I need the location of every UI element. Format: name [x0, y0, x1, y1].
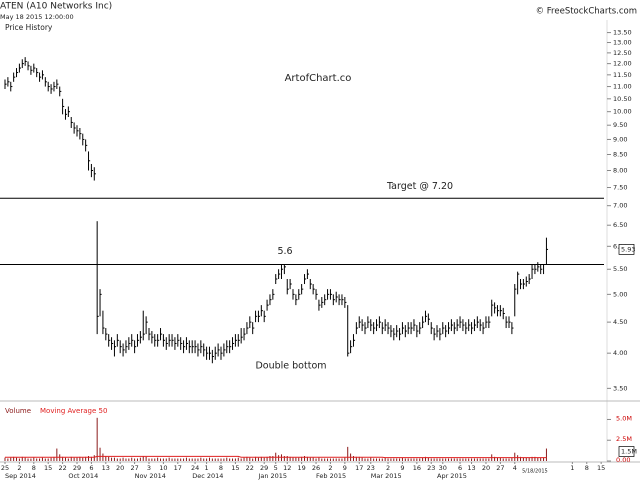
volume-tick-label: 5.0M [616, 414, 632, 422]
x-tick-label: 10 [159, 464, 167, 472]
x-tick-label: 23 [427, 464, 435, 472]
y-tick-label: 4.50 [613, 318, 627, 326]
month-label: Sep 2014 [5, 472, 36, 480]
x-tick-label: 8 [32, 464, 36, 472]
x-tick-label: 17 [174, 464, 182, 472]
y-tick-label: 5.50 [613, 265, 627, 273]
last-price-box [618, 244, 635, 255]
x-tick-label: 9 [343, 464, 347, 472]
y-tick-label: 9.00 [613, 135, 627, 143]
month-label: Apr 2015 [437, 472, 467, 480]
x-tick-label: 16 [413, 464, 421, 472]
y-tick-label: 4.00 [613, 349, 627, 357]
x-tick-label: 9 [400, 464, 404, 472]
source: © FreeStockCharts.com [536, 7, 637, 17]
x-tick-label: 8 [219, 464, 223, 472]
x-tick-label: 17 [355, 464, 363, 472]
last-price-label: 5.93 [621, 245, 635, 253]
x-tick-label: 2 [17, 464, 21, 472]
x-tick-label: 2 [386, 464, 390, 472]
y-tick-label: 10.50 [613, 95, 632, 103]
x-tick-label: 23 [367, 464, 375, 472]
x-tick-label: 26 [312, 464, 320, 472]
month-label: Dec 2014 [192, 472, 223, 480]
x-tick-label: 15 [597, 464, 605, 472]
x-tick-label: 13 [102, 464, 110, 472]
y-tick-label: 13.00 [613, 39, 632, 47]
y-tick-label: 8.00 [613, 166, 627, 174]
x-tick-label: 13 [467, 464, 475, 472]
y-tick-label: 9.50 [613, 121, 627, 129]
x-tick-label: 12 [283, 464, 291, 472]
x-tick-label: 19 [297, 464, 305, 472]
volume-tick-label: 0.00 [616, 456, 630, 464]
x-tick-label: 29 [260, 464, 268, 472]
y-tick-label: 10.00 [613, 108, 632, 116]
x-tick-label: 5 [274, 464, 278, 472]
x-tick-label: 8 [585, 464, 589, 472]
x-tick-label: 30 [439, 464, 447, 472]
x-tick-label: 22 [58, 464, 66, 472]
x-tick-label: 6 [458, 464, 462, 472]
month-label: Mar 2015 [371, 472, 402, 480]
volume-tick-label: 2.5M [616, 435, 632, 443]
x-tick-label: 20 [482, 464, 490, 472]
x-tick-label: 3 [147, 464, 151, 472]
x-tick-label: 22 [246, 464, 254, 472]
ma-legend: Moving Average 50 [40, 407, 107, 415]
annotation-label: Target @ 7.20 [386, 181, 453, 192]
x-tick-label: 20 [116, 464, 124, 472]
x-tick-label: 24 [191, 464, 199, 472]
y-tick-label: 8.50 [613, 151, 627, 159]
x-tick-label: 2 [328, 464, 332, 472]
x-tick-label: 4 [513, 464, 517, 472]
annotation-label: Double bottom [255, 361, 326, 372]
y-tick-label: 3.50 [613, 384, 627, 392]
x-tick-label: 15 [44, 464, 52, 472]
y-tick-label: 7.00 [613, 202, 627, 210]
x-tick-label: 15 [231, 464, 239, 472]
chart-subtitle: May 18 2015 12:00:00 [0, 13, 74, 21]
x-tick-label: 29 [73, 464, 81, 472]
month-label: Feb 2015 [316, 472, 346, 480]
x-tick-label: 6 [89, 464, 93, 472]
annotation-label: 5.6 [277, 246, 292, 257]
x-tick-label: 1 [205, 464, 209, 472]
y-tick-label: 12.50 [613, 49, 632, 57]
y-tick-label: 11.00 [613, 83, 632, 91]
watermark: ArtofChart.co [285, 73, 352, 84]
y-tick-label: 13.50 [613, 29, 632, 37]
y-tick-label: 5.00 [613, 290, 627, 298]
x-tick-label: 27 [130, 464, 138, 472]
last-volume-box [618, 446, 635, 457]
y-tick-label: 12.00 [613, 60, 632, 68]
y-tick-label: 7.50 [613, 183, 627, 191]
last-date-label: 5/18/2015 [522, 469, 548, 475]
month-label: Oct 2014 [68, 472, 98, 480]
y-tick-label: 6.50 [613, 221, 627, 229]
chart-title: ATEN (A10 Networks Inc) [0, 2, 112, 12]
y-tick-label: 11.50 [613, 71, 632, 79]
x-tick-label: 1 [570, 464, 574, 472]
moving-average-line [5, 455, 547, 459]
month-label: Nov 2014 [135, 472, 166, 480]
last-volume-label: 1.5M [621, 448, 637, 456]
panel-label: Price History [5, 23, 53, 32]
month-label: Jan 2015 [257, 472, 287, 480]
x-tick-label: 27 [496, 464, 504, 472]
x-tick-label: 25 [1, 464, 9, 472]
volume-legend: Volume [5, 407, 31, 415]
